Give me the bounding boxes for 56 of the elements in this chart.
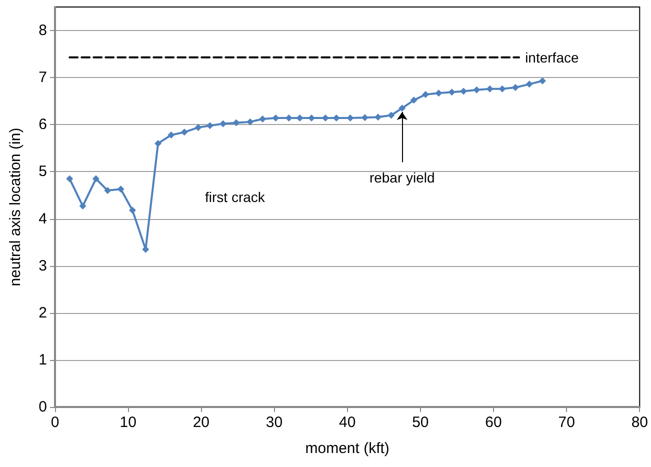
annotation: rebar yield xyxy=(369,169,435,186)
y-tick-label: 6 xyxy=(38,116,47,134)
x-tick-label: 20 xyxy=(192,414,210,431)
point xyxy=(361,114,368,122)
y-tick-label: 5 xyxy=(38,163,47,180)
point xyxy=(259,116,266,122)
point xyxy=(448,88,456,96)
point xyxy=(180,128,188,136)
point xyxy=(296,114,304,122)
point xyxy=(206,122,214,130)
point xyxy=(194,124,202,131)
x-tick-label: 80 xyxy=(631,414,648,431)
point xyxy=(104,187,112,194)
point xyxy=(128,206,136,214)
series-label: interface xyxy=(525,49,579,66)
y-tick-label: 2 xyxy=(38,304,47,322)
point xyxy=(486,85,494,92)
point xyxy=(526,80,533,88)
x-tick-label: 60 xyxy=(485,414,502,431)
y-tick-label: 1 xyxy=(38,351,47,368)
point xyxy=(512,84,519,91)
y-tick-label: 0 xyxy=(38,398,47,416)
point xyxy=(232,119,240,126)
x-tick-label: 40 xyxy=(338,414,356,431)
point xyxy=(473,86,480,94)
x-tick-label: 70 xyxy=(558,414,575,431)
point xyxy=(460,88,468,95)
point xyxy=(79,202,86,210)
point xyxy=(117,186,124,193)
x-axis-title: moment (kft) xyxy=(305,440,390,457)
y-axis-title: neutral axis location (in) xyxy=(7,128,24,286)
x-tick-label: 0 xyxy=(50,414,60,431)
point xyxy=(388,112,395,119)
point xyxy=(538,77,546,84)
point xyxy=(374,114,382,121)
point xyxy=(168,132,175,138)
point xyxy=(246,118,254,126)
point xyxy=(272,114,280,122)
x-tick-label: 10 xyxy=(120,414,136,431)
y-tick-label: 7 xyxy=(38,69,47,86)
point xyxy=(154,140,162,147)
x-tick-label: 30 xyxy=(266,414,283,431)
point xyxy=(435,90,442,97)
point xyxy=(398,104,406,112)
y-tick-label: 3 xyxy=(38,257,47,274)
x-tick-label: 50 xyxy=(412,414,429,431)
point xyxy=(220,120,227,128)
point xyxy=(92,175,100,182)
point xyxy=(66,175,74,182)
y-tick-label: 8 xyxy=(38,22,47,40)
point xyxy=(498,85,506,92)
y-tick-label: 4 xyxy=(38,210,47,228)
point xyxy=(346,114,354,122)
point xyxy=(410,96,418,104)
point xyxy=(422,91,430,98)
annotation: first crack xyxy=(205,189,266,205)
